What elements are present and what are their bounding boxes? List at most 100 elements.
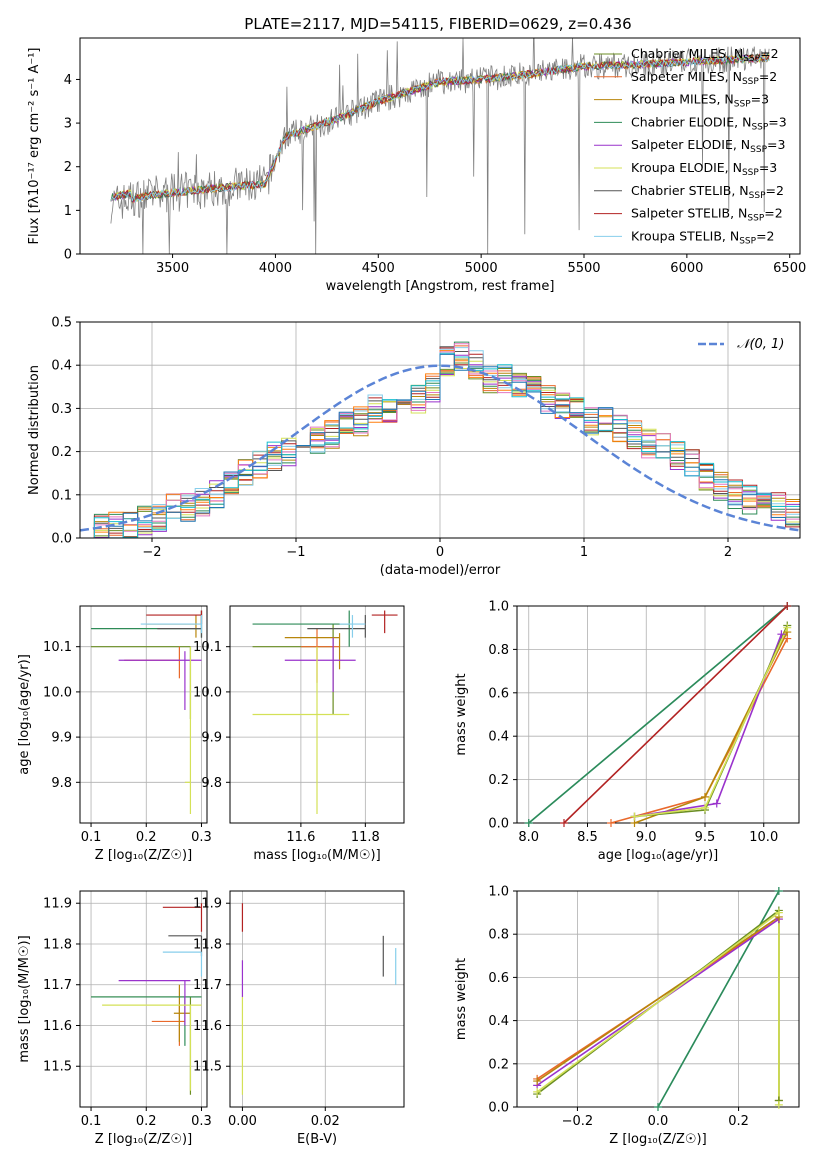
- mass-weight-marker: [783, 623, 792, 632]
- mass-weight-marker: [533, 1077, 542, 1086]
- mass-weight-marker: [774, 887, 783, 895]
- y-tick-label: 0.4: [488, 1014, 509, 1029]
- y-tick-label: 1: [64, 204, 72, 219]
- y-tick-label: 9.8: [51, 776, 72, 791]
- x-axis-label: wavelength [Angstrom, rest frame]: [326, 279, 555, 294]
- y-tick-label: 11.7: [43, 978, 72, 993]
- legend-label: Chabrier STELIB, NSSP=2: [631, 183, 784, 201]
- x-tick-label: 3500: [156, 261, 189, 276]
- x-tick-label: 6500: [773, 261, 806, 276]
- x-axis-label: (data-model)/error: [380, 563, 501, 578]
- y-tick-label: 10.0: [193, 685, 222, 700]
- y-tick-label: 0.6: [488, 686, 509, 701]
- mass-weight-marker: [712, 799, 721, 808]
- x-tick-label: 0.00: [228, 1114, 257, 1129]
- legend-label: Salpeter STELIB, NSSP=2: [631, 206, 783, 224]
- y-tick-label: 0.8: [488, 643, 509, 658]
- plot-area: [528, 606, 788, 823]
- x-tick-label: 6000: [670, 261, 703, 276]
- mass-weight-marker: [607, 819, 615, 827]
- mass-weight-marker: [560, 819, 568, 827]
- x-axis-label: Z [log₁₀(Z/Z☉)]: [609, 1132, 706, 1147]
- x-tick-label: 0.3: [191, 1114, 212, 1129]
- mass-weight-marker: [701, 792, 709, 801]
- legend-label: 𝒩(0, 1): [737, 337, 784, 352]
- y-tick-label: 0.2: [488, 1057, 509, 1072]
- x-tick-label: 4000: [259, 261, 292, 276]
- x-tick-label: 0.2: [136, 830, 157, 845]
- mass-weight-marker: [777, 630, 786, 639]
- model-chabrier-stelib: [110, 55, 770, 203]
- y-tick-label: 1.0: [488, 885, 509, 900]
- y-axis-label: mass weight: [454, 673, 469, 755]
- legend-label: Kroupa STELIB, NSSP=2: [631, 228, 775, 246]
- y-axis-label: mass [log₁₀(M/M☉)]: [17, 935, 32, 1062]
- x-axis-label: Z [log₁₀(Z/Z☉)]: [95, 1132, 192, 1147]
- y-tick-label: 11.6: [43, 1019, 72, 1034]
- x-tick-label: 4500: [362, 261, 395, 276]
- panel-8: −0.2 0.0 0.2 0.0 0.2 0.4 0.6 0.8 1.0 Z [log₁₀(Z/Z…: [454, 885, 800, 1147]
- x-tick-label: 0.2: [136, 1114, 157, 1129]
- mass-weight-marker: [533, 1087, 542, 1096]
- x-axis-label: mass [log₁₀(M/M☉)]: [253, 848, 380, 863]
- x-tick-label: −0.2: [562, 1114, 594, 1129]
- x-tick-label: 10.0: [749, 830, 778, 845]
- y-tick-label: 0.1: [51, 488, 72, 503]
- x-tick-label: 2: [724, 545, 732, 560]
- y-tick-label: 11.5: [43, 1060, 72, 1075]
- mass-weight-marker: [774, 908, 783, 917]
- mass-weight-line: [563, 606, 788, 823]
- mass-weight-line: [634, 633, 783, 818]
- x-tick-label: 0.1: [81, 1114, 102, 1129]
- legend-label: Salpeter MILES, NSSP=2: [631, 69, 777, 87]
- plot-area: [241, 903, 397, 1095]
- y-tick-label: 11.9: [43, 897, 72, 912]
- y-axis-label: Flux [fλ10⁻¹⁷ erg cm⁻² s⁻¹ A⁻¹]: [27, 48, 42, 245]
- y-tick-label: 9.8: [201, 776, 222, 791]
- y-tick-label: 0.0: [488, 817, 509, 832]
- y-tick-label: 10.1: [43, 640, 72, 655]
- panel-6: 0.1 0.2 0.3 11.5 11.6 11.7 11.8 11.9 Z [log₁₀(Z/…: [17, 890, 212, 1147]
- x-tick-label: 5000: [465, 261, 498, 276]
- mass-weight-line: [634, 625, 788, 818]
- panel-5: 8.0 8.5 9.0 9.5 10.0 0.0 0.2 0.4 0.6 0.8 1.0 age [l…: [454, 600, 800, 863]
- mass-weight-marker: [774, 1100, 783, 1109]
- panel-1: 3500 4000 4500 5000 5500 6000 6500 0 1 2 3 4 wavelen…: [27, 37, 806, 294]
- y-tick-label: 3: [64, 117, 72, 132]
- y-tick-label: 11.6: [193, 1019, 222, 1034]
- x-tick-label: 0.1: [81, 830, 102, 845]
- y-tick-label: 0.0: [51, 532, 72, 547]
- plot-area: [252, 610, 398, 814]
- x-tick-label: 5500: [567, 261, 600, 276]
- x-tick-label: 0.0: [648, 1114, 669, 1129]
- x-tick-label: 9.5: [695, 830, 716, 845]
- y-axis-label: age [log₁₀(age/yr)]: [17, 654, 32, 775]
- residual-histogram: [80, 346, 800, 538]
- panel-4: 11.6 11.8 9.8 9.9 10.0 10.1 mass [log₁₀(M/M☉)]: [193, 605, 405, 863]
- normal-curve: [80, 364, 800, 532]
- x-tick-label: 0.3: [191, 830, 212, 845]
- y-tick-label: 9.9: [51, 731, 72, 746]
- mass-weight-marker: [783, 602, 792, 610]
- figure-title: PLATE=2117, MJD=54115, FIBERID=0629, z=0…: [244, 15, 631, 33]
- x-tick-label: 8.0: [518, 830, 539, 845]
- y-tick-label: 0.3: [51, 402, 72, 417]
- x-axis-label: age [log₁₀(age/yr)]: [598, 848, 719, 863]
- y-tick-label: 11.5: [193, 1060, 222, 1075]
- panel-2: −2 −1 0 1 2 0.0 0.1 0.2 0.3 0.4 0.5 (data-model)/er…: [27, 316, 801, 578]
- legend-label: Kroupa MILES, NSSP=3: [631, 92, 769, 110]
- mass-weight-marker: [654, 1103, 662, 1111]
- panel-7: 0.00 0.02 11.5 11.6 11.7 11.8 11.9 E(B-V): [193, 890, 405, 1147]
- axes-frame: [79, 321, 801, 539]
- x-tick-label: 0.02: [311, 1114, 340, 1129]
- model-salpeter-stelib: [110, 53, 770, 203]
- axes-frame: [516, 605, 800, 824]
- y-tick-label: 0.8: [488, 928, 509, 943]
- x-tick-label: −1: [286, 545, 305, 560]
- y-axis-label: Normed distribution: [27, 365, 42, 495]
- spectrum-legend: Chabrier MILES, NSSP=2 Salpeter MILES, NS…: [594, 46, 787, 246]
- model-kroupa-stelib: [110, 54, 770, 203]
- y-tick-label: 9.9: [201, 731, 222, 746]
- mass-weight-marker: [701, 803, 709, 812]
